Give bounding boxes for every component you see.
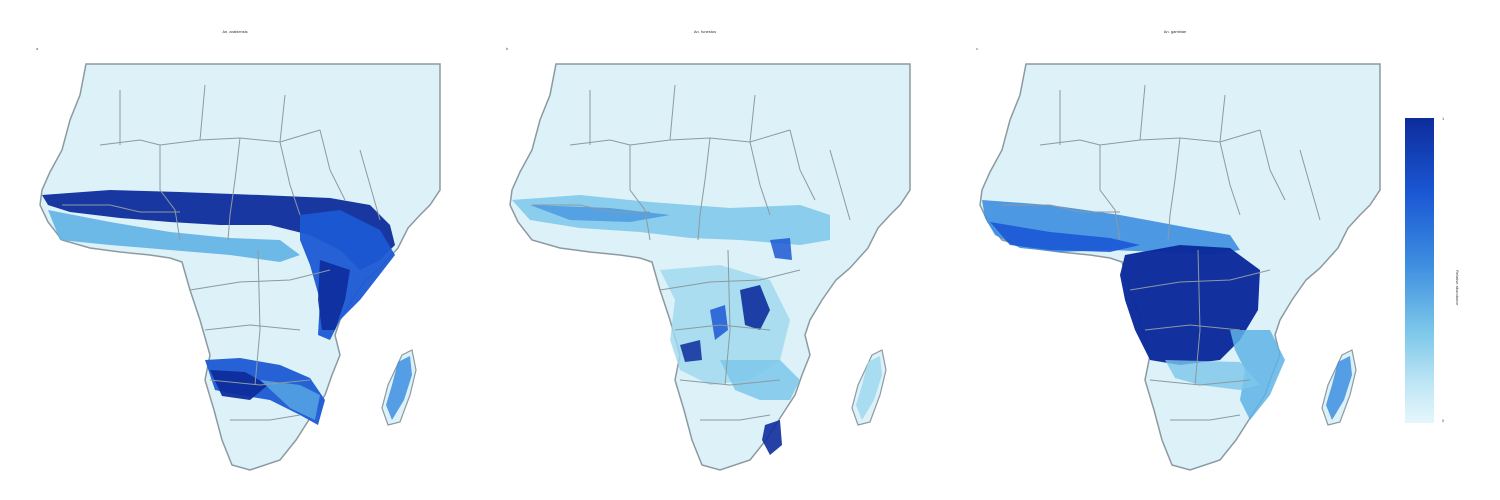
abundance-region bbox=[762, 420, 782, 455]
abundance-region bbox=[1120, 245, 1260, 365]
abundance-region bbox=[1326, 356, 1352, 420]
abundance-region bbox=[530, 205, 670, 222]
panel-title: An. funestus bbox=[693, 29, 717, 34]
abundance-region bbox=[770, 238, 792, 260]
panel-title: An. arabiensis bbox=[222, 29, 248, 34]
abundance-region bbox=[386, 356, 412, 420]
abundance-region bbox=[856, 356, 882, 420]
panel-letter: a bbox=[36, 46, 39, 51]
abundance-region bbox=[48, 210, 300, 262]
abundance-region bbox=[260, 380, 320, 420]
abundance-region bbox=[680, 340, 702, 362]
abundance-region bbox=[710, 305, 728, 340]
panel-letter: c bbox=[976, 46, 978, 51]
africa-map-gambiae bbox=[979, 63, 1381, 471]
legend-max-label: 1 bbox=[1442, 116, 1445, 121]
color-legend: 1 0 bbox=[1405, 116, 1444, 423]
africa-map-funestus bbox=[509, 63, 911, 471]
abundance-region bbox=[720, 360, 800, 400]
abundance-region bbox=[1230, 330, 1285, 420]
legend-min-label: 0 bbox=[1442, 418, 1445, 423]
map-panel-funestus: An. funestus b bbox=[470, 0, 940, 500]
map-panel-arabiensis: An. arabiensis a bbox=[0, 0, 470, 500]
legend-title: Relative abundance bbox=[1455, 270, 1460, 306]
map-panel-gambiae: An. gambiae c bbox=[940, 0, 1410, 500]
abundance-region bbox=[1165, 360, 1260, 390]
abundance-region bbox=[990, 222, 1140, 252]
colorbar bbox=[1405, 118, 1434, 423]
panel-title: An. gambiae bbox=[1163, 29, 1187, 34]
africa-map-arabiensis bbox=[39, 63, 441, 471]
abundance-region bbox=[318, 260, 350, 330]
abundance-region bbox=[210, 370, 268, 400]
panel-letter: b bbox=[506, 46, 509, 51]
abundance-region bbox=[740, 285, 770, 330]
